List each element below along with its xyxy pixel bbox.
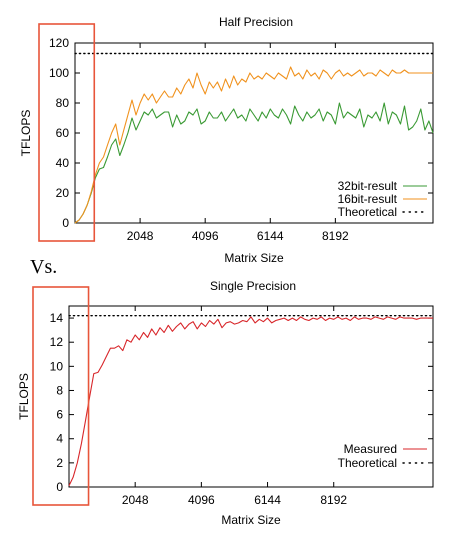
legend-label: 16bit-result	[338, 192, 398, 206]
chart-title: Single Precision	[210, 279, 296, 293]
legend-label: Theoretical	[338, 456, 397, 470]
versus-label: Vs.	[30, 256, 58, 278]
chart-2: Single Precision 0 2 4 6 8 10 12 14 2048 4096 6144 8…	[17, 279, 434, 527]
x-axis-label: Matrix Size	[224, 251, 284, 265]
y-tick-label: 20	[56, 186, 70, 200]
y-tick-label: 60	[56, 126, 70, 140]
x-tick-label: 6144	[254, 493, 281, 507]
y-tick-label: 8	[56, 383, 63, 397]
y-tick-label: 40	[56, 156, 70, 170]
legend-label: 32bit-result	[338, 179, 398, 193]
y-tick-label: 0	[62, 216, 69, 230]
y-axis-label: TFLOPS	[19, 110, 33, 157]
y-tick-label: 14	[50, 311, 64, 325]
y-tick-label: 0	[56, 480, 63, 494]
x-tick-label: 4096	[188, 493, 215, 507]
y-tick-label: 12	[50, 335, 64, 349]
y-tick-label: 6	[56, 408, 63, 422]
y-tick-label: 100	[49, 66, 69, 80]
y-tick-label: 10	[50, 359, 64, 373]
chart-title: Half Precision	[219, 15, 293, 29]
legend-label: Measured	[344, 442, 397, 456]
x-tick-label: 2048	[127, 229, 154, 243]
y-tick-label: 80	[56, 96, 70, 110]
y-tick-label: 4	[56, 432, 63, 446]
x-tick-label: 6144	[257, 229, 284, 243]
legend-label: Theoretical	[338, 205, 397, 219]
y-axis-label: TFLOPS	[17, 373, 31, 420]
plot-frame	[68, 305, 434, 488]
x-tick-label: 4096	[192, 229, 219, 243]
x-tick-label: 8192	[320, 493, 347, 507]
highlight-box	[32, 286, 90, 506]
y-tick-label: 2	[56, 456, 63, 470]
x-tick-label: 2048	[122, 493, 149, 507]
y-tick-label: 120	[49, 36, 69, 50]
x-axis-label: Matrix Size	[221, 513, 281, 527]
chart-1: Half Precision 0 20 40 60 80 100 120 2048 4096 614…	[19, 15, 434, 265]
highlight-box	[38, 23, 96, 242]
x-tick-label: 8192	[322, 229, 349, 243]
series-line-measured	[68, 316, 433, 487]
series-line-16bit-result	[74, 66, 433, 224]
series-line-32bit-result	[74, 102, 434, 224]
